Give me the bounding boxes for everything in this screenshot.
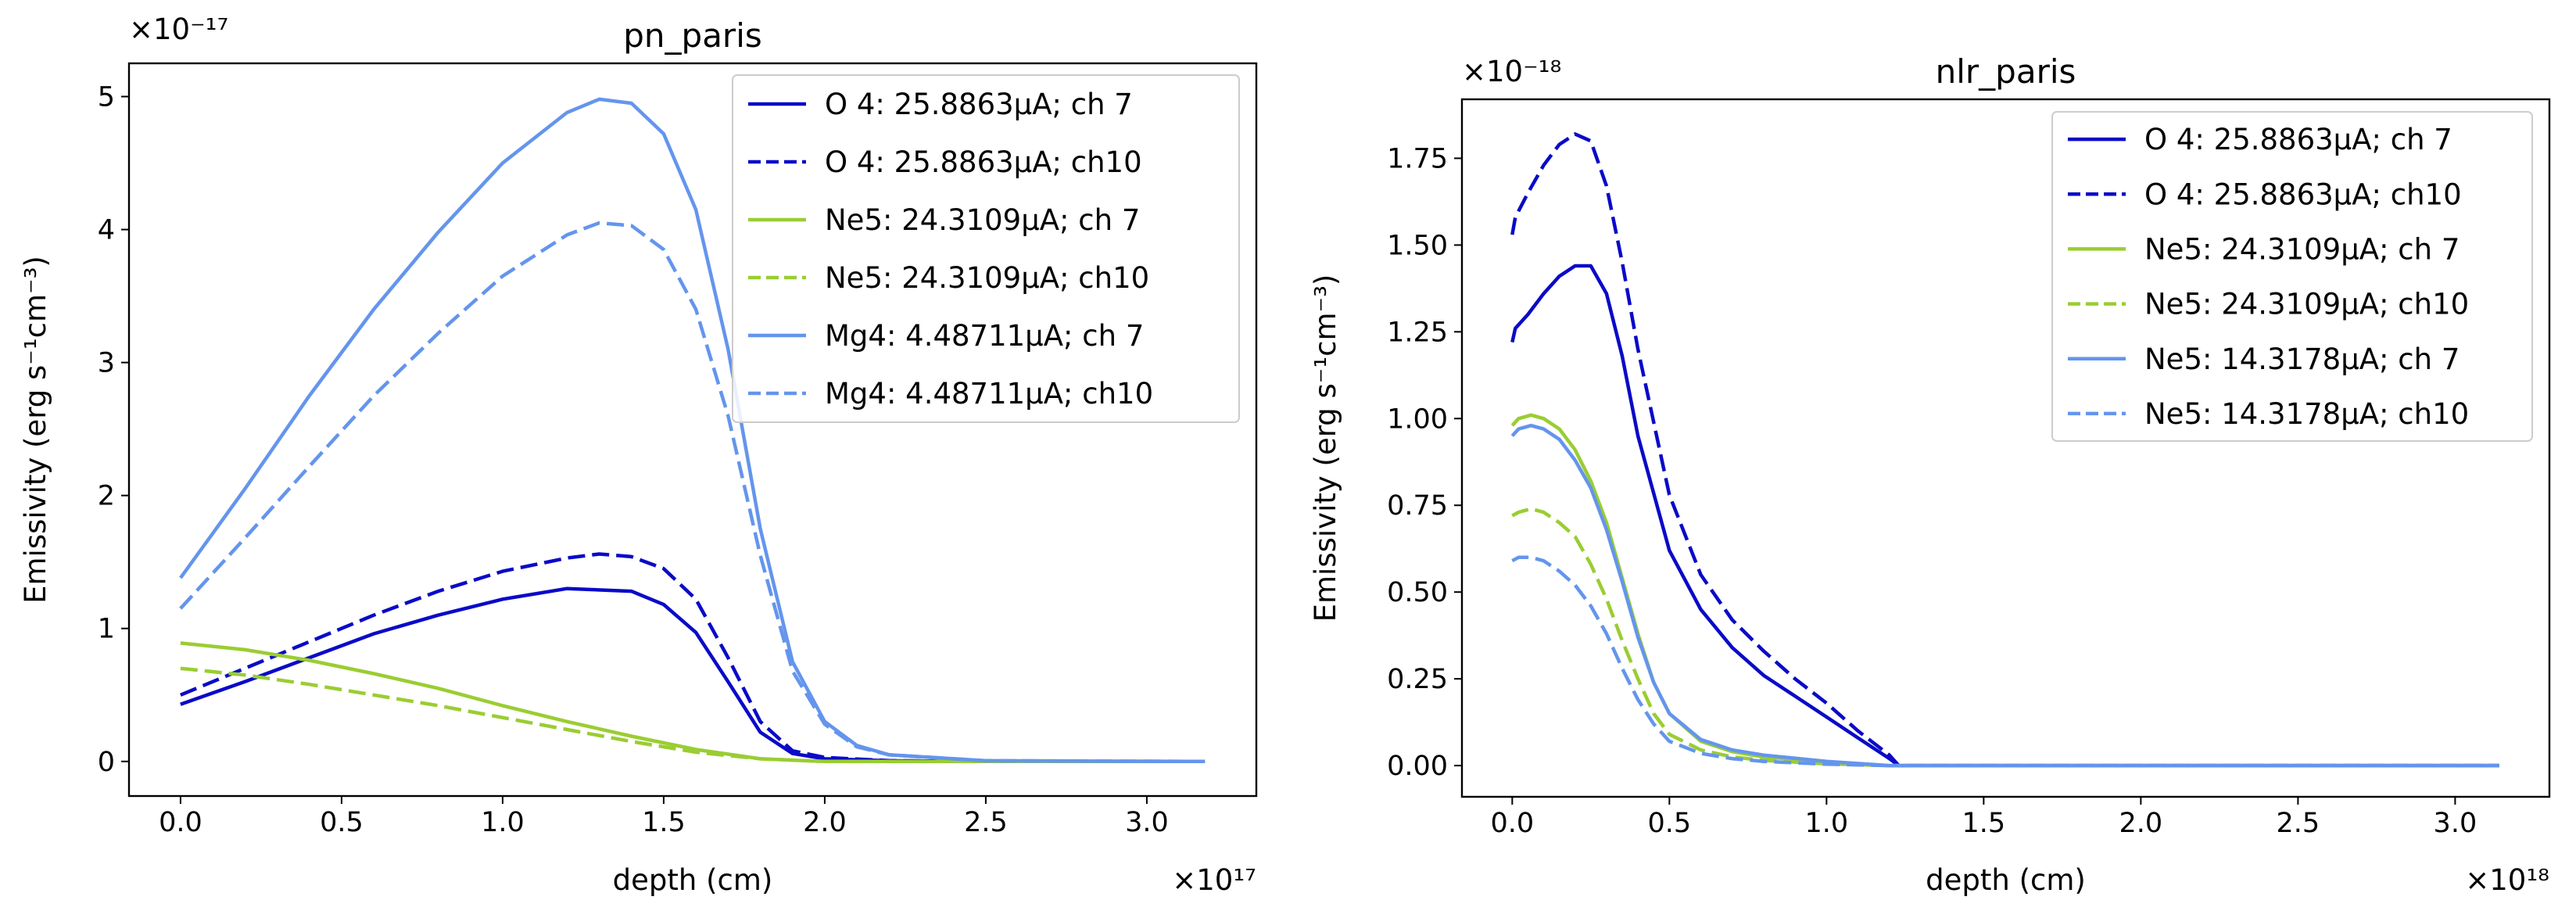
chart-title: nlr_paris <box>1936 52 2076 91</box>
x-tick-label: 2.0 <box>803 807 847 838</box>
series-line-6 <box>1511 555 2499 768</box>
x-tick-label: 0.5 <box>1647 808 1691 839</box>
legend-label-3: Ne5: 24.3109μA; ch 7 <box>2144 232 2460 266</box>
legend-label-1: O 4: 25.8863μA; ch 7 <box>825 88 1133 121</box>
x-axis-multiplier: ×10¹⁸ <box>2465 863 2549 897</box>
legend-label-6: Mg4: 4.48711μA; ch10 <box>825 377 1153 411</box>
y-tick-label: 1 <box>98 614 115 645</box>
y-tick-label: 5 <box>98 82 115 113</box>
x-tick-label: 1.5 <box>642 807 686 838</box>
x-tick-label: 1.0 <box>481 807 525 838</box>
x-axis-multiplier: ×10¹⁷ <box>1172 863 1256 897</box>
legend-label-4: Ne5: 24.3109μA; ch10 <box>825 261 1149 295</box>
series-line-2 <box>180 552 1206 764</box>
y-tick-label: 0.25 <box>1387 664 1448 695</box>
series-line-4 <box>1511 507 2499 768</box>
chart-nlr-paris: 0.0 0.5 1.0 1.5 2.0 2.5 3.0 0.00 0.25 0.50 0.75 1.0… <box>1309 52 2551 897</box>
legend-label-2: O 4: 25.8863μA; ch10 <box>825 145 1142 179</box>
y-tick-label: 1.25 <box>1387 317 1448 348</box>
y-tick-label: 3 <box>98 348 115 379</box>
x-tick-label: 3.0 <box>1125 807 1169 838</box>
chart-pn-paris: 0.0 0.5 1.0 1.5 2.0 2.5 3.0 0 1 2 3 4 5 pn_parisdepth… <box>19 13 1258 897</box>
legend-box <box>732 74 1240 423</box>
x-tick-label: 3.0 <box>2434 808 2477 839</box>
series-line-6 <box>179 221 1206 764</box>
legend-label-1: O 4: 25.8863μA; ch 7 <box>2144 123 2452 156</box>
y-tick-label: 1.50 <box>1387 230 1448 261</box>
y-tick-label: 0.00 <box>1387 751 1448 782</box>
legend-label-2: O 4: 25.8863μA; ch10 <box>2144 178 2462 211</box>
y-tick-label: 0.50 <box>1387 577 1448 608</box>
x-axis-label: depth (cm) <box>613 863 773 897</box>
y-axis-label: Emissivity (erg s⁻¹cm⁻³) <box>19 256 52 604</box>
series-line-3 <box>180 641 1206 764</box>
legend: O 4: 25.8863μA; ch 7 O 4: 25.8863μA; ch10… <box>2051 111 2533 442</box>
series-line-2 <box>1510 132 2499 768</box>
series-line-4 <box>180 666 1206 764</box>
x-tick-label: 2.0 <box>2119 808 2163 839</box>
legend-label-5: Ne5: 14.3178μA; ch 7 <box>2144 342 2460 376</box>
legend-label-4: Ne5: 24.3109μA; ch10 <box>2144 288 2469 321</box>
y-tick-label: 1.75 <box>1387 143 1448 174</box>
x-tick-label: 0.5 <box>320 807 364 838</box>
legend: O 4: 25.8863μA; ch 7 O 4: 25.8863μA; ch10… <box>732 74 1240 423</box>
axes-frame <box>1460 98 2551 798</box>
series-lines <box>179 97 1206 764</box>
legend-label-5: Mg4: 4.48711μA; ch 7 <box>825 319 1144 353</box>
x-axis-label: depth (cm) <box>1926 863 2086 897</box>
x-tick-label: 2.5 <box>2277 808 2320 839</box>
legend-label-6: Ne5: 14.3178μA; ch10 <box>2144 397 2469 431</box>
y-tick-label: 0 <box>98 747 115 778</box>
series-lines <box>1510 132 2499 768</box>
legend-box <box>2051 111 2533 442</box>
axes-frame <box>127 62 1258 798</box>
y-tick-label: 2 <box>98 481 115 512</box>
y-tick-label: 1.00 <box>1387 403 1448 435</box>
x-tick-label: 0.0 <box>159 807 202 838</box>
x-tick-label: 1.5 <box>1962 808 2006 839</box>
y-axis-multiplier: ×10⁻¹⁸ <box>1462 55 1561 88</box>
y-axis-multiplier: ×10⁻¹⁷ <box>129 13 228 46</box>
y-tick-label: 4 <box>98 215 115 246</box>
x-tick-label: 0.0 <box>1490 808 1534 839</box>
x-tick-label: 1.0 <box>1805 808 1849 839</box>
legend-label-3: Ne5: 24.3109μA; ch 7 <box>825 203 1140 237</box>
y-axis-label: Emissivity (erg s⁻¹cm⁻³) <box>1309 274 1342 622</box>
x-tick-label: 2.5 <box>964 807 1008 838</box>
chart-title: pn_paris <box>623 16 762 55</box>
y-tick-label: 0.75 <box>1387 490 1448 522</box>
